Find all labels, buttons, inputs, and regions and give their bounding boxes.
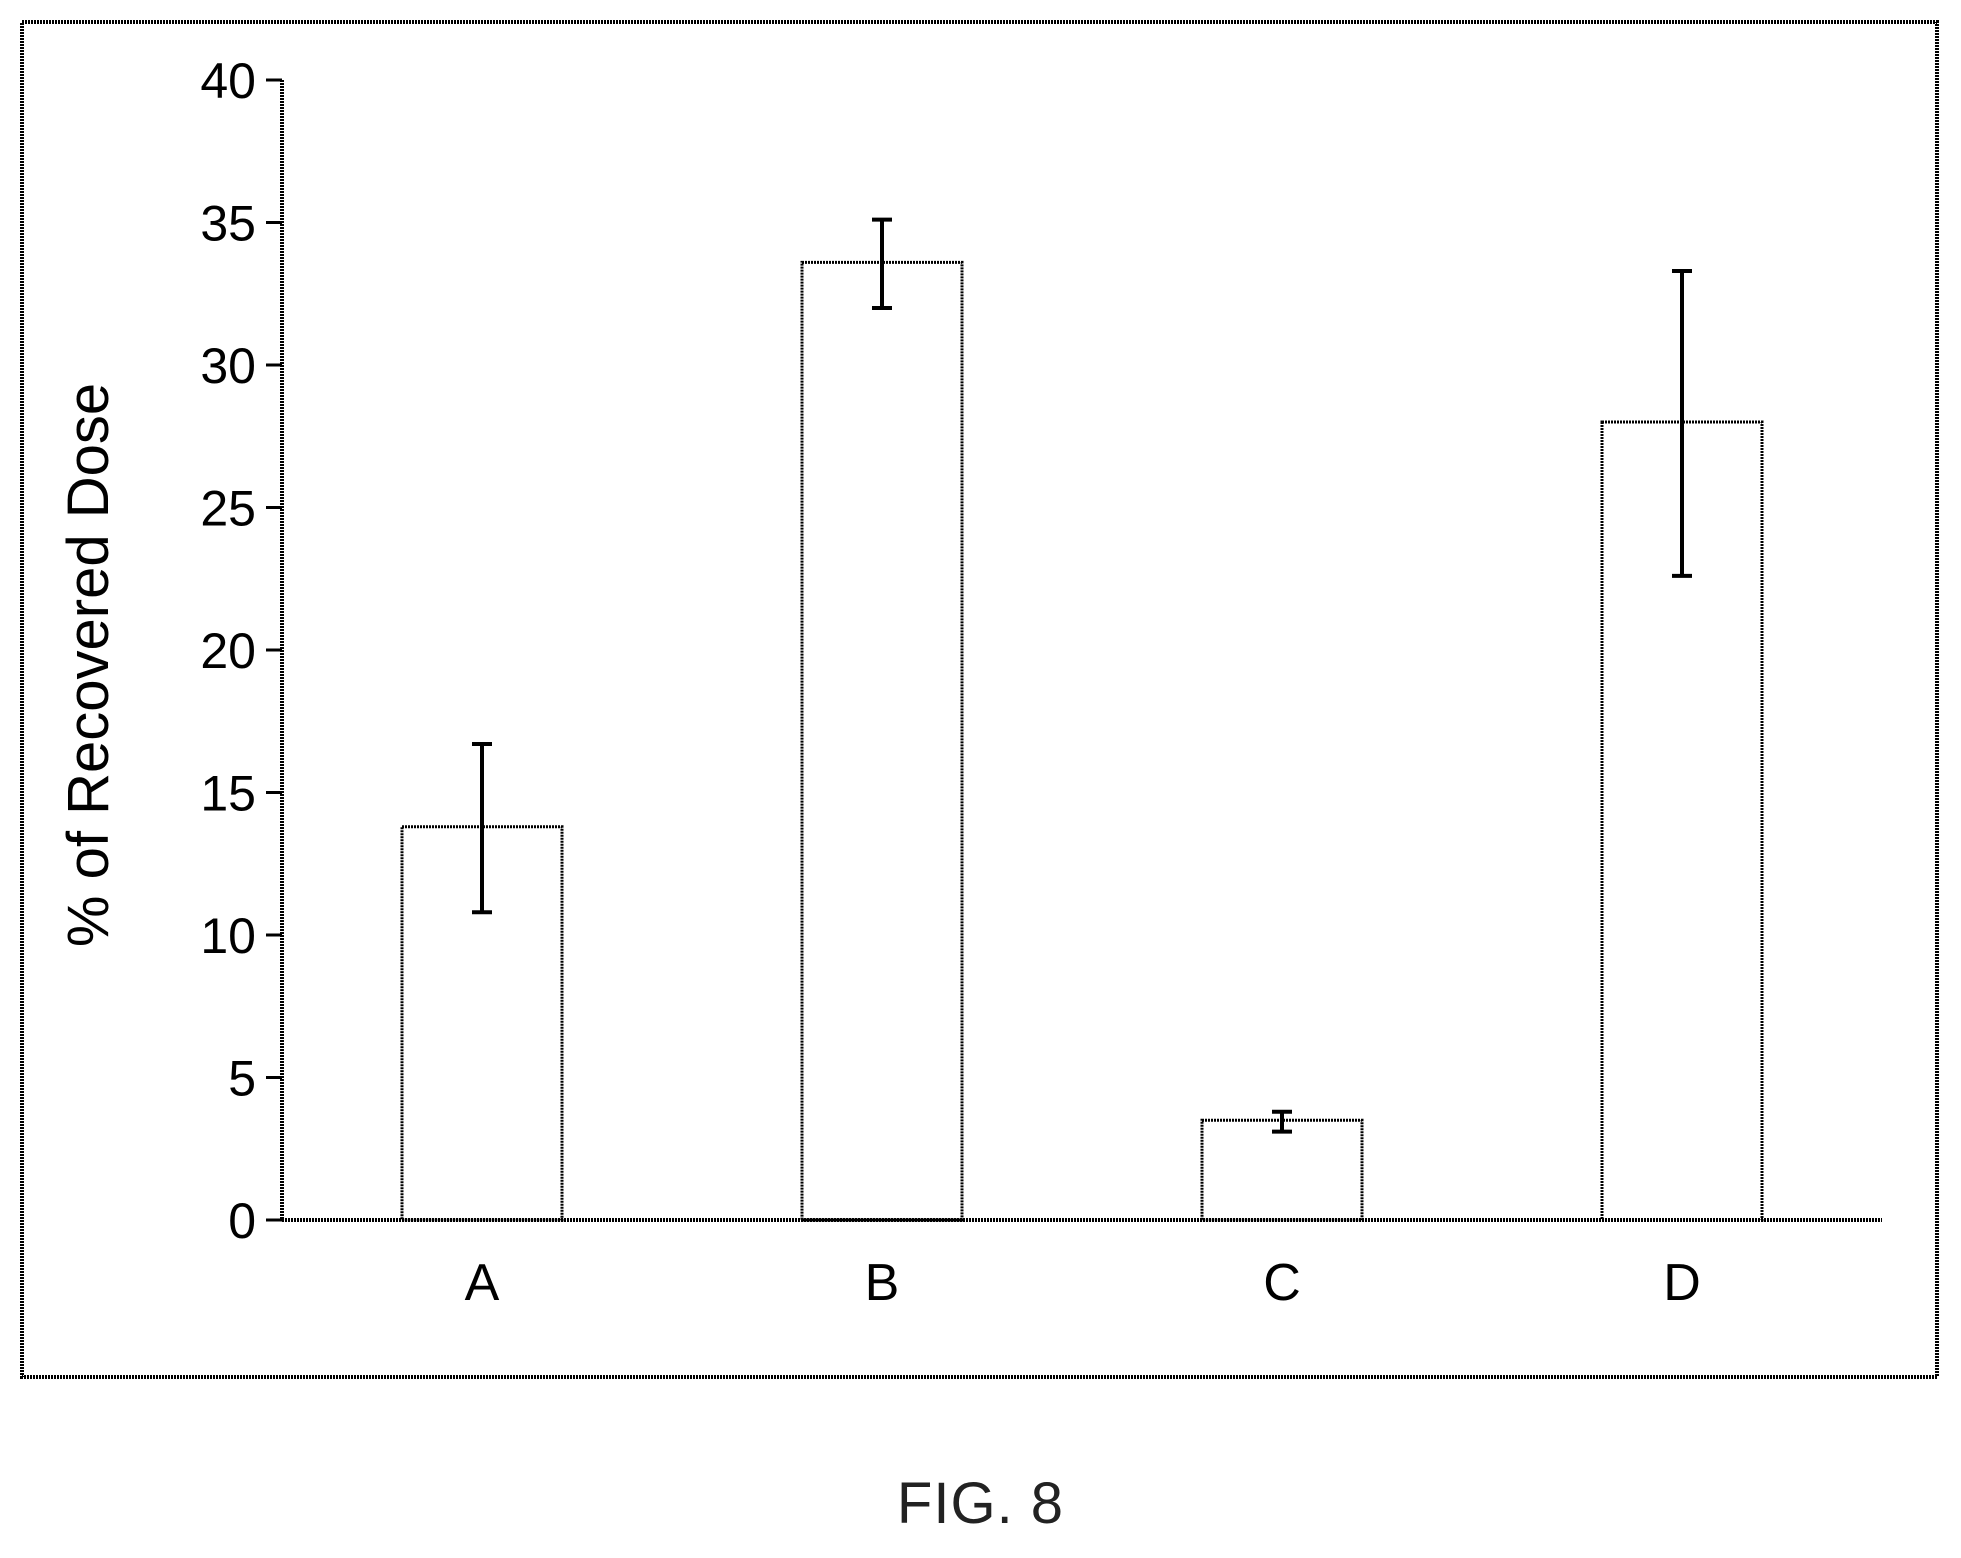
y-tick-label: 25 [200, 481, 256, 537]
y-tick-label: 40 [200, 53, 256, 109]
y-tick-label: 10 [200, 908, 256, 964]
y-tick-label: 15 [200, 766, 256, 822]
y-axis-ticks: 0 5 10 15 20 25 30 35 40 [200, 53, 282, 1249]
y-tick-label: 5 [228, 1051, 256, 1107]
x-tick-label: B [865, 1254, 900, 1312]
error-bar-d [1672, 268, 1692, 578]
x-tick-label: C [1263, 1254, 1301, 1312]
figure-caption: FIG. 8 [896, 1471, 1065, 1536]
chart-frame: 0 5 10 15 20 25 30 35 40 A B C D % of Recovered Dos… [20, 20, 1939, 1379]
y-tick-label: 35 [200, 196, 256, 252]
y-axis-label: % of Recovered Dose [56, 383, 121, 947]
x-axis-labels: A B C D [465, 1254, 1701, 1312]
bar-b [800, 260, 964, 1222]
bar-c [1200, 1118, 1364, 1222]
error-bars [472, 217, 1692, 1134]
x-tick-label: A [465, 1254, 500, 1312]
error-bar-b [872, 217, 892, 310]
y-tick-label: 0 [228, 1193, 256, 1249]
x-tick-label: D [1663, 1254, 1701, 1312]
y-tick-label: 30 [200, 338, 256, 394]
error-bar-a [472, 742, 492, 915]
error-bar-c [1272, 1109, 1292, 1134]
y-tick-label: 20 [200, 623, 256, 679]
